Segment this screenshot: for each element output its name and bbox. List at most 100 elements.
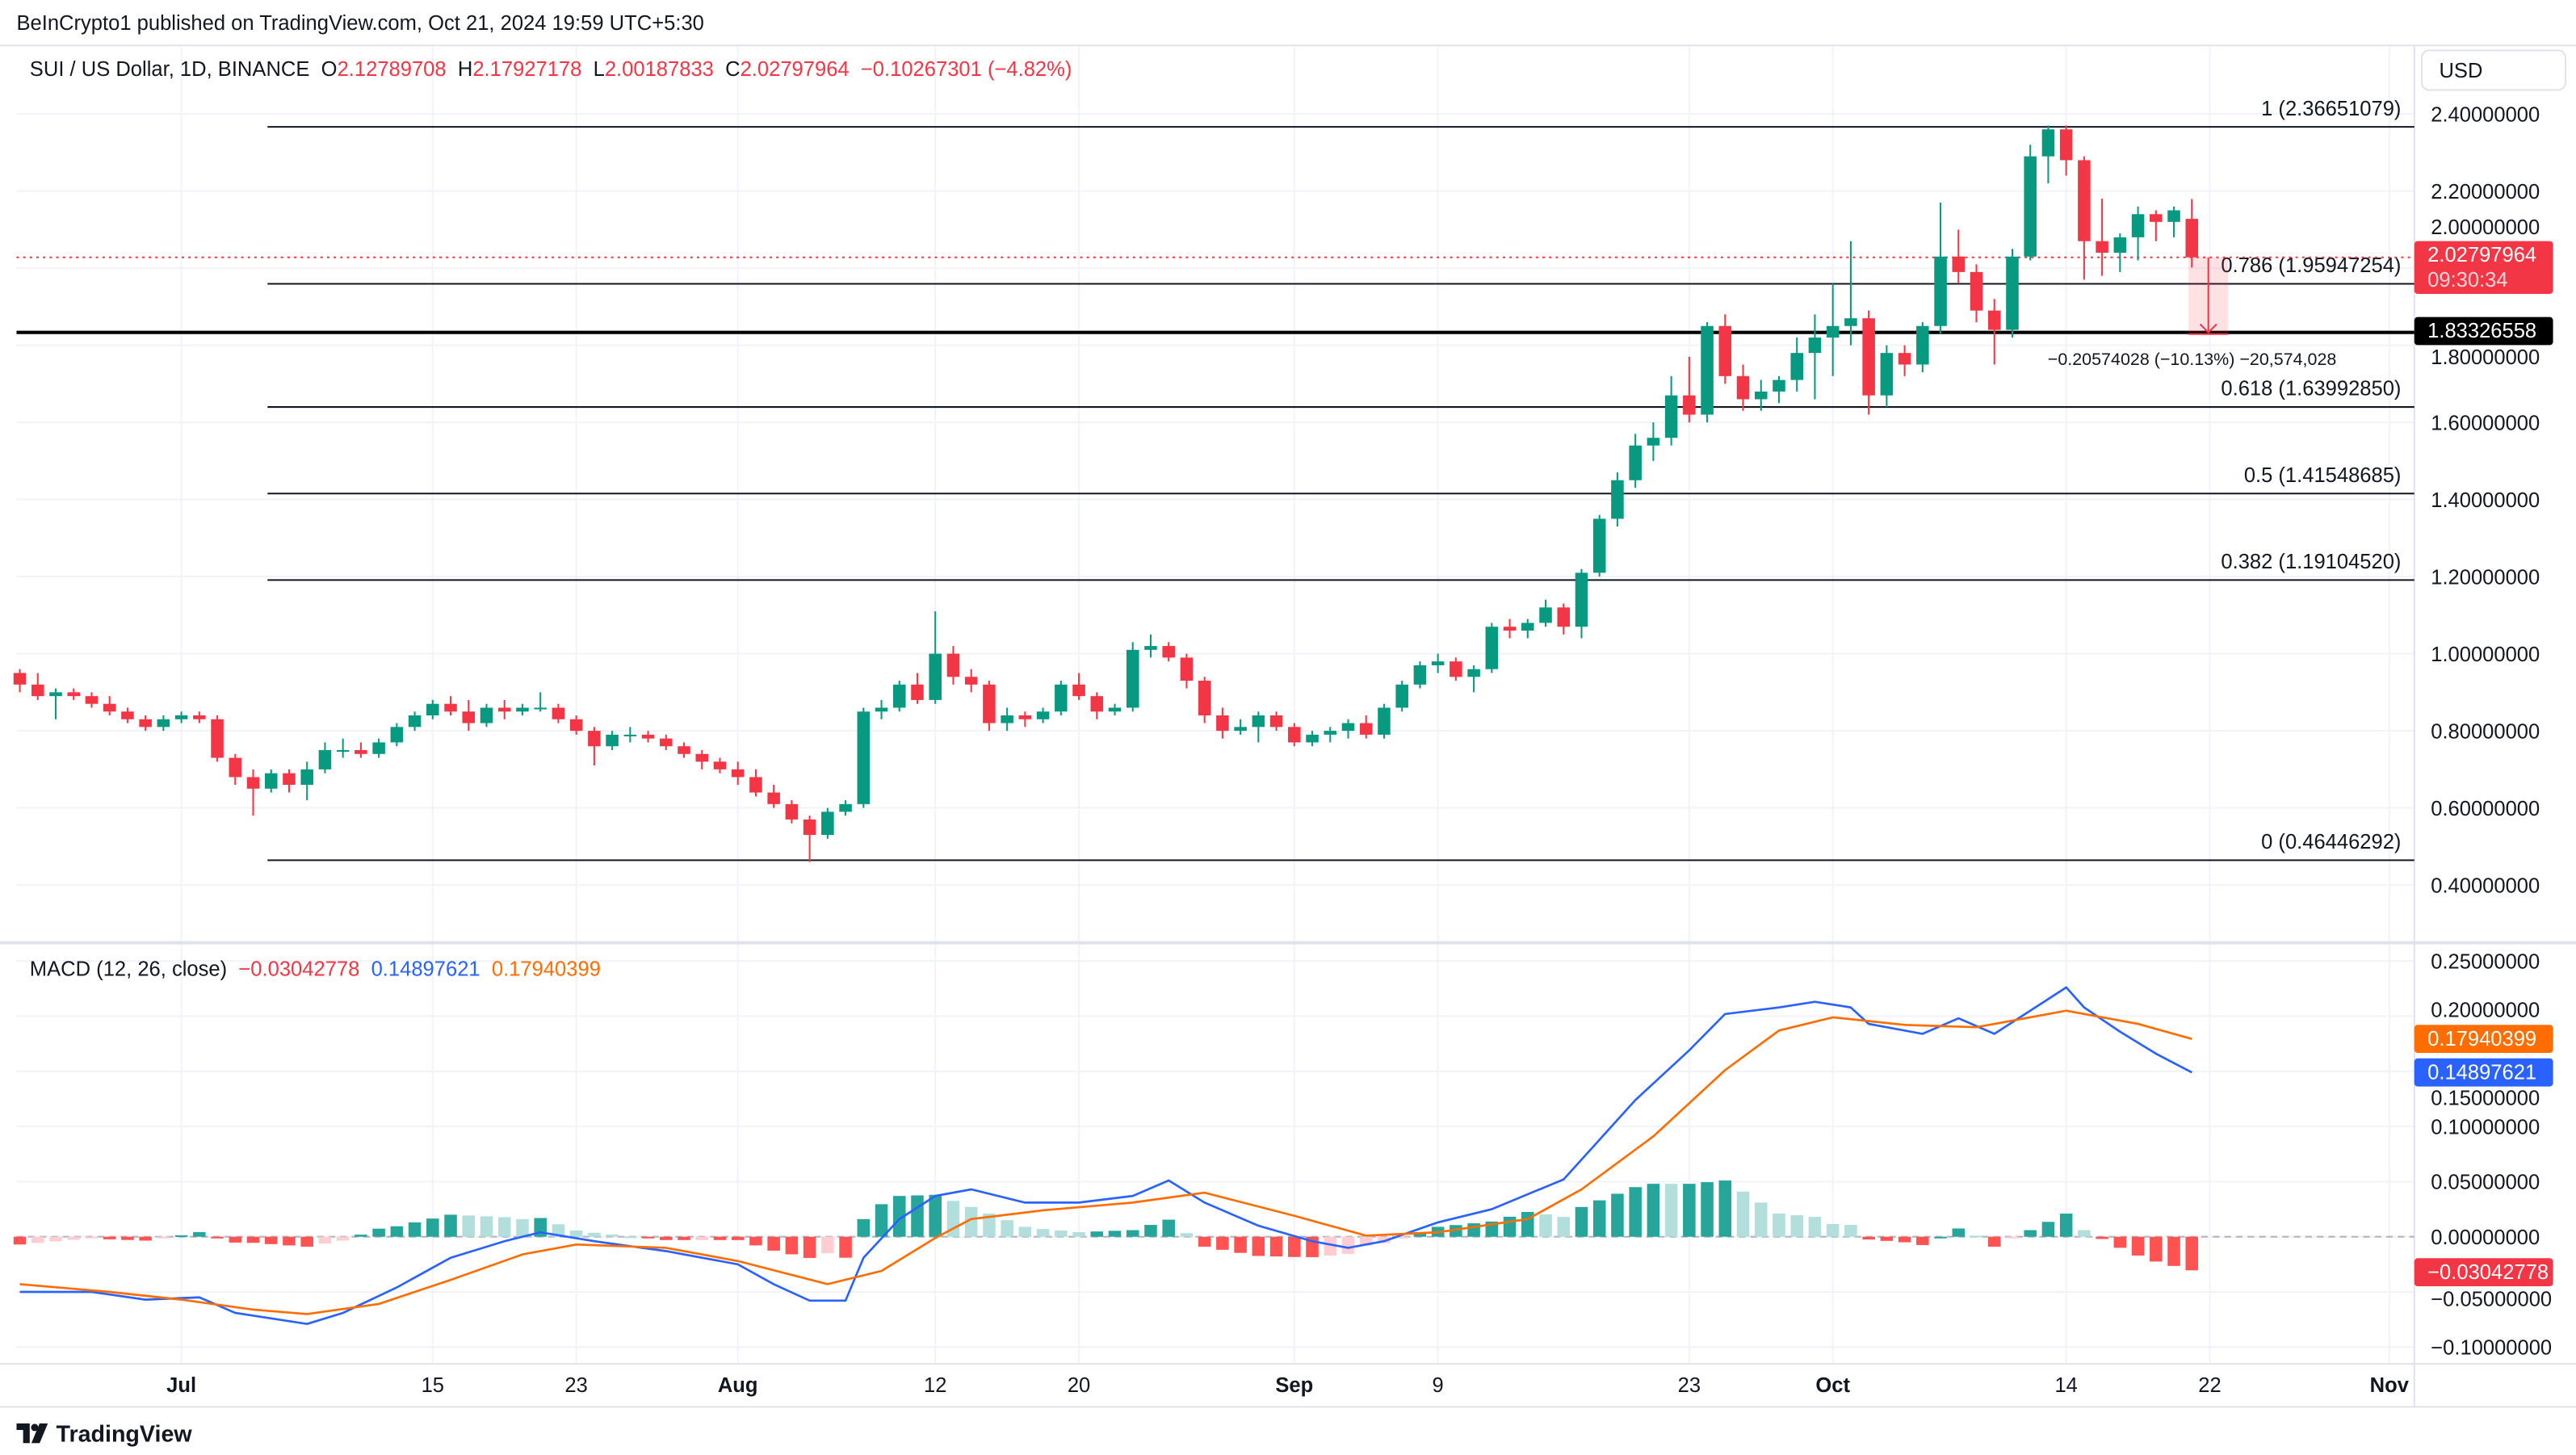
macd-axis-label: 0.15000000 (2431, 1088, 2540, 1110)
histogram-bar (1629, 1187, 1642, 1237)
price-axis-label: 1.80000000 (2431, 346, 2540, 369)
bullish-candle (1055, 684, 1068, 712)
histogram-bar (497, 1217, 511, 1237)
bullish-candle (929, 653, 942, 700)
bullish-candle (1773, 379, 1785, 392)
bullish-candle (1844, 318, 1857, 326)
bearish-candle (1898, 353, 1911, 365)
histogram-bar (480, 1216, 493, 1237)
bullish-candle (2167, 210, 2180, 222)
bullish-candle (1413, 665, 1427, 685)
bearish-candle (911, 684, 924, 700)
macd-axis-label: 0.20000000 (2431, 1000, 2540, 1022)
histogram-bar (1808, 1217, 1822, 1237)
bullish-candle (623, 734, 637, 736)
bullish-candle (1395, 684, 1408, 708)
histogram-bar (1844, 1225, 1857, 1237)
currency-selector[interactable]: USD (2420, 49, 2566, 91)
top-divider (0, 44, 2576, 47)
bearish-candle (660, 738, 673, 747)
time-axis-label: 9 (1433, 1374, 1444, 1397)
bearish-candle (211, 719, 224, 758)
bearish-candle (731, 769, 745, 778)
macd-line-value: 0.14897621 (371, 958, 480, 981)
histogram-bar (1718, 1180, 1732, 1237)
bullish-candle (1826, 325, 1840, 338)
histogram-bar (767, 1236, 780, 1251)
histogram-bar (1198, 1236, 1211, 1247)
bullish-candle (372, 742, 385, 754)
bullish-candle (1234, 727, 1247, 732)
histogram-bar (103, 1236, 116, 1239)
bullish-candle (1629, 445, 1642, 480)
tradingview-logo[interactable]: TradingView (16, 1420, 192, 1446)
histogram-bar (713, 1236, 727, 1240)
histogram-bar (1683, 1184, 1696, 1237)
histogram-bar (1934, 1236, 1947, 1239)
histogram-bar (264, 1236, 278, 1244)
histogram-bar (1395, 1236, 1408, 1239)
histogram-bar (1055, 1231, 1068, 1237)
symbol-legend: SUI / US Dollar, 1D, BINANCE O2.12789708… (30, 58, 1072, 82)
bearish-candle (569, 719, 583, 732)
axes: 2.40000000 2.20000000 2.00000000 1.80000000… (166, 103, 2552, 1397)
macd-title[interactable]: MACD (12, 26, close) (29, 958, 228, 981)
bullish-candle (2113, 237, 2127, 254)
histogram-bar (821, 1236, 834, 1254)
bearish-candle (462, 711, 476, 723)
signal-badge-text: 0.17940399 (2427, 1028, 2536, 1050)
bearish-candle (785, 803, 799, 820)
ray-price-badge-text: 1.83326558 (2427, 320, 2536, 342)
histogram-bar (408, 1222, 422, 1237)
high-value: 2.17927178 (472, 57, 582, 82)
bearish-candle (1216, 715, 1229, 732)
macd-histogram (13, 1180, 2199, 1271)
time-axis-label: 14 (2054, 1374, 2077, 1397)
histogram-bar (695, 1236, 709, 1240)
histogram-bar (1001, 1220, 1013, 1237)
histogram-bar (1036, 1229, 1050, 1237)
close-value: 2.02797964 (740, 57, 850, 82)
macd-axis-label: 0.05000000 (2431, 1172, 2540, 1194)
bearish-candle (983, 684, 996, 723)
bearish-candle (1862, 318, 1875, 396)
histogram-bar (749, 1236, 762, 1246)
histogram-bar (875, 1204, 888, 1237)
bullish-candle (1808, 338, 1822, 354)
symbol-title[interactable]: SUI / US Dollar, 1D, BINANCE (29, 57, 310, 82)
bearish-candle (1090, 696, 1104, 712)
bullish-candle (1467, 669, 1480, 677)
time-axis-label: 23 (564, 1374, 587, 1397)
histogram-bar (1324, 1236, 1337, 1256)
price-axis-label: 1.00000000 (2431, 644, 2540, 666)
macd-line (19, 986, 2192, 1326)
bearish-candle (1018, 715, 1032, 719)
close-label: C (725, 57, 740, 82)
bullish-candle (480, 707, 493, 723)
histogram-bar (1647, 1184, 1660, 1237)
histogram-bar (1664, 1184, 1678, 1237)
bullish-candle (1647, 438, 1660, 446)
histogram-bar (1413, 1232, 1427, 1237)
bullish-candle (1790, 353, 1803, 380)
bearish-candle (1269, 715, 1283, 728)
bullish-candle (318, 749, 332, 769)
bearish-candle (355, 749, 367, 754)
price-axis-label: 0.60000000 (2431, 798, 2540, 820)
open-label: O (321, 57, 338, 82)
time-axis-label: 15 (422, 1374, 444, 1397)
fib-level-label: 0 (0.46446292) (2261, 831, 2401, 853)
histogram-bar (211, 1236, 224, 1239)
last-price-badge-text: 2.02797964 (2427, 244, 2536, 266)
macd-axis-label: −0.05000000 (2431, 1288, 2552, 1310)
bearish-candle (1987, 310, 2001, 330)
histogram-bar (139, 1236, 152, 1241)
candles (13, 125, 2199, 862)
histogram-bar (1736, 1191, 1750, 1237)
bullish-candle (1108, 707, 1122, 712)
bullish-candle (264, 773, 278, 789)
histogram-bar (2096, 1236, 2108, 1239)
bearish-candle (713, 761, 727, 769)
histogram-bar (1826, 1223, 1840, 1237)
